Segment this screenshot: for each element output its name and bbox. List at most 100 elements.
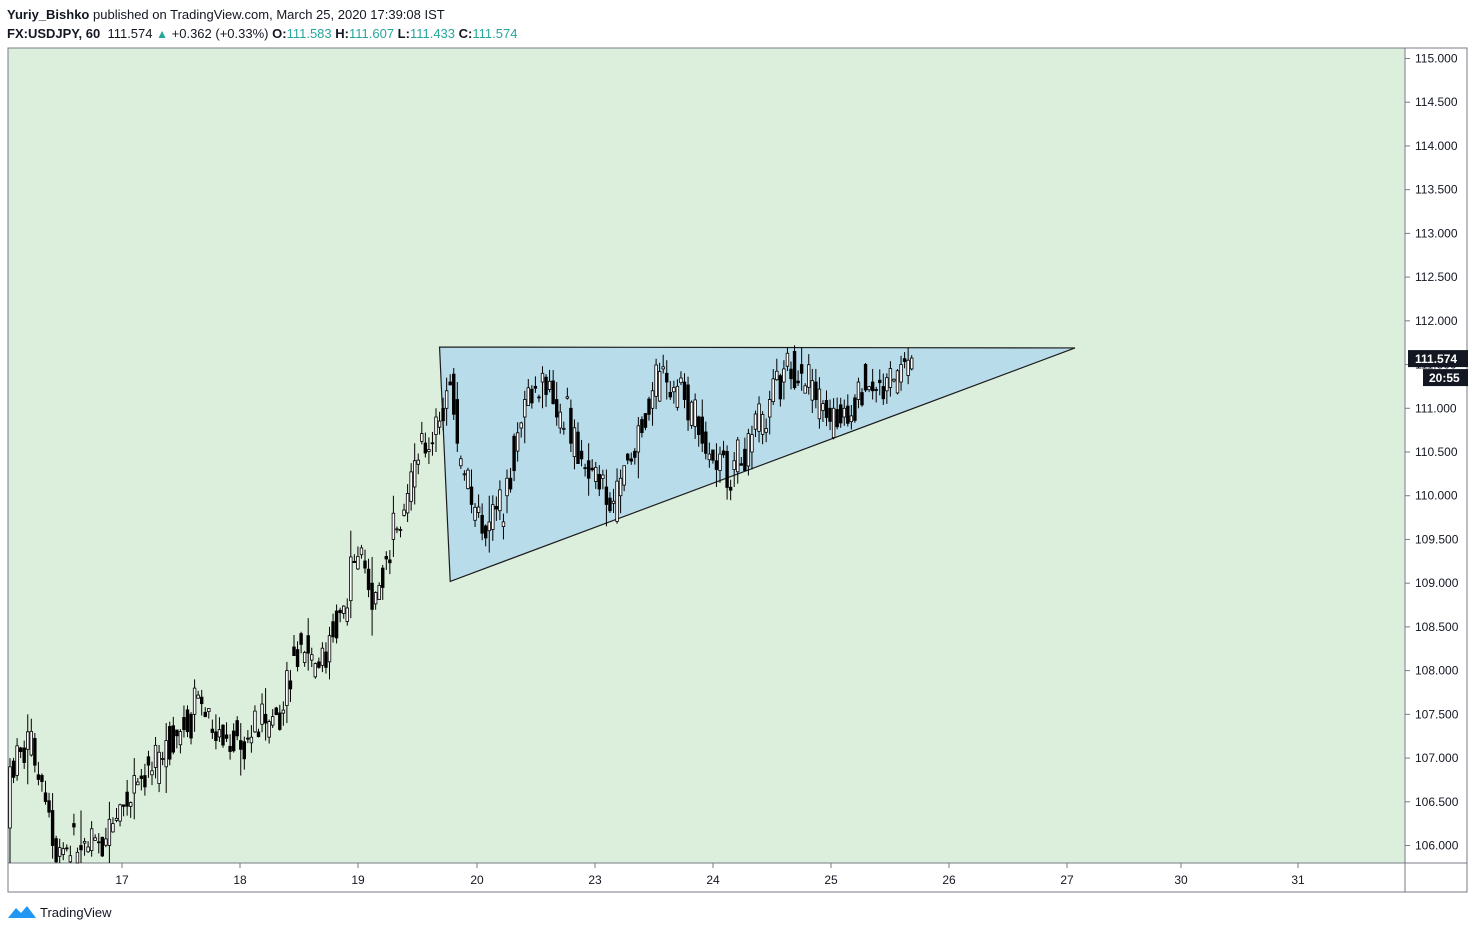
- candle: [47, 792, 51, 818]
- candle-body-up: [405, 492, 410, 514]
- candle-body-up: [61, 848, 65, 855]
- countdown-label: 20:55: [1429, 371, 1460, 385]
- candle: [75, 847, 80, 864]
- candle-body-down: [700, 416, 704, 444]
- candle: [288, 669, 293, 702]
- candle: [427, 437, 431, 465]
- candle: [26, 714, 30, 785]
- candle-body-up: [661, 366, 665, 370]
- x-tick-label: 31: [1291, 873, 1305, 887]
- open-label: O:: [272, 26, 287, 41]
- candle: [643, 413, 648, 431]
- triangle-drawing[interactable]: [438, 346, 1076, 583]
- candle-body-down: [448, 381, 452, 386]
- candle-body-up: [487, 521, 491, 532]
- author-name[interactable]: Yuriy_Bishko: [7, 7, 90, 22]
- candle: [707, 442, 712, 468]
- price-axis[interactable]: 115.000 114.500 114.000 113.500 113.000 112.5…: [1405, 51, 1459, 853]
- published-text: published on TradingView.com, March 25, …: [93, 7, 445, 22]
- candle: [508, 467, 513, 493]
- candle: [377, 582, 381, 600]
- candle: [430, 431, 435, 456]
- candle: [36, 761, 41, 786]
- open-value: 111.583: [286, 26, 332, 41]
- candle: [910, 355, 914, 371]
- candle-body-down: [512, 435, 516, 472]
- candle-body-down: [256, 731, 261, 738]
- candle-body-down: [338, 609, 342, 614]
- candle: [881, 373, 885, 405]
- candle: [629, 452, 633, 465]
- candle-body-up: [128, 802, 133, 807]
- candle: [100, 836, 104, 858]
- candle-body-up: [104, 838, 108, 846]
- candle-body-down: [239, 740, 243, 750]
- candle: [128, 801, 133, 818]
- candle: [892, 378, 896, 383]
- candle-body-down: [839, 404, 843, 424]
- candle-body-up: [466, 469, 470, 489]
- footer-brand[interactable]: TradingView: [8, 904, 112, 920]
- candle: [370, 556, 374, 636]
- candle: [714, 443, 719, 487]
- candle-body-down: [647, 398, 651, 415]
- candle-body-up: [849, 415, 854, 423]
- candle-body-up: [519, 422, 523, 429]
- candle: [704, 421, 708, 460]
- candle: [725, 445, 729, 500]
- candle: [846, 394, 850, 427]
- candle-body-down: [441, 407, 445, 422]
- candle-body-up: [192, 687, 197, 715]
- candle: [93, 834, 97, 841]
- candle: [480, 503, 484, 541]
- candle: [739, 457, 743, 466]
- low-value: 111.433: [409, 26, 456, 41]
- candle: [661, 354, 665, 374]
- candle: [228, 734, 232, 760]
- candle-body-down: [331, 621, 335, 638]
- candle-body-up: [657, 371, 662, 402]
- candle: [856, 377, 861, 409]
- candle: [902, 352, 907, 369]
- candle: [562, 421, 566, 435]
- candle-body-down: [586, 460, 591, 479]
- candle: [870, 368, 875, 400]
- candle: [878, 369, 882, 396]
- candle-body-up: [498, 489, 502, 512]
- candle-body-up: [622, 465, 626, 486]
- candle-body-down: [79, 845, 83, 851]
- x-tick-label: 25: [824, 873, 838, 887]
- candle: [11, 757, 16, 784]
- candle-body-up: [409, 471, 413, 502]
- candle: [732, 452, 736, 487]
- countdown-box: [1423, 369, 1468, 387]
- candle-body-up: [86, 846, 90, 853]
- x-tick-label: 26: [942, 873, 956, 887]
- symbol-label[interactable]: FX:USDJPY, 60: [7, 26, 101, 41]
- triangle-pattern[interactable]: [438, 346, 1076, 583]
- candle-body-down: [288, 680, 293, 690]
- last-price-label: 111.574: [1415, 352, 1457, 366]
- candle: [263, 688, 268, 741]
- candle: [334, 604, 339, 644]
- candle-body-down: [874, 389, 878, 391]
- candle-body-up: [817, 388, 822, 420]
- candle: [821, 400, 825, 423]
- candle-body-up: [768, 399, 772, 418]
- candle: [753, 410, 758, 437]
- candle: [373, 591, 378, 610]
- candle: [292, 635, 296, 657]
- candle: [672, 380, 676, 404]
- candle: [867, 385, 871, 393]
- candle: [782, 360, 786, 400]
- candle: [139, 768, 144, 791]
- candle-body-down: [629, 458, 633, 462]
- candle: [494, 496, 499, 521]
- time-axis[interactable]: 17 18 19 20 23 24 25 26 27 30 31: [115, 863, 1305, 887]
- candle: [455, 382, 459, 453]
- candle-body-down: [423, 442, 428, 454]
- candle: [359, 544, 364, 559]
- candle-body-up: [473, 506, 477, 521]
- candle: [831, 398, 836, 440]
- candle: [79, 810, 83, 863]
